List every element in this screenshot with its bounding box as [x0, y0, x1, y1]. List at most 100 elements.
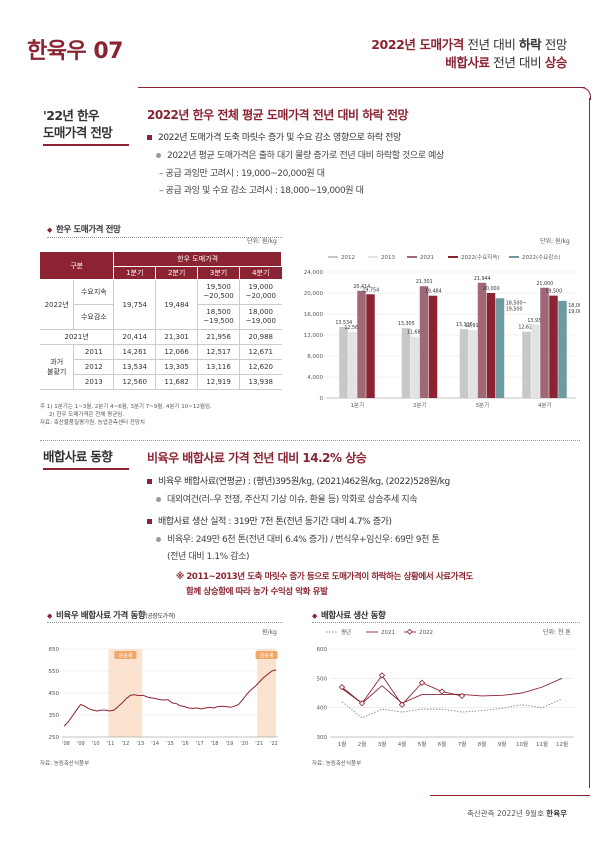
bar-legend-label-2: 2021 — [420, 255, 434, 261]
page-title: 한육우 07 — [27, 39, 124, 64]
section2-heading: 비육우 배합사료 가격 전년 대비 14.2% 상승 — [147, 451, 367, 465]
price-xtick-label: '14 — [151, 741, 159, 747]
prod-xtick-label: 7월 — [458, 740, 467, 748]
feed-price-source: 자료: 농림축산식품부 — [40, 761, 90, 767]
footer-text: 축산관측 2022년 9월호 — [466, 809, 544, 818]
feed-prod-unit: 단위: 천 톤 — [543, 629, 571, 636]
header-line2-mid: 전년 대비 — [493, 55, 542, 70]
section1-dash-2: – 공급 과잉 및 수요 감소 고려시 : 18,000~19,000원 대 — [159, 186, 364, 196]
table-2013-q1: 12,560 — [113, 374, 157, 390]
table-past-label-l2: 불황기 — [47, 368, 67, 376]
header-line2-topic: 배합사료 — [445, 55, 490, 70]
table-row-2022-label: 2022년 — [40, 279, 75, 330]
table-past-year-2012: 2012 — [73, 359, 115, 375]
bar-legend-label-0: 2012 — [341, 255, 355, 261]
price-table-title-rule — [47, 237, 283, 238]
bar-1-2 — [419, 286, 429, 398]
bar-0-3 — [366, 294, 375, 398]
price-xtick-label: '12 — [122, 741, 130, 747]
header-line2-emph: 상승 — [544, 55, 568, 70]
feed-price-unit: 원/kg — [262, 629, 277, 636]
price-xtick-label: '09 — [77, 741, 85, 747]
bar-value-label: 13,938 — [527, 318, 544, 324]
bar-legend-swatch-1 — [368, 256, 378, 258]
prod-legend-label-1: 2021 — [381, 630, 395, 636]
table-past-year-2013: 2013 — [73, 374, 115, 390]
bar-value-label: 12,620 — [518, 325, 535, 331]
table-2012-q3: 13,116 — [197, 359, 241, 375]
table-note-3: 자료: 축산물품질평가원, 농업관측센터 전망치 — [40, 420, 145, 426]
section2-bullet-2: 배합사료 생산 실적 : 319만 7천 톤(전년 동기간 대비 4.7% 증가… — [147, 514, 392, 527]
feed-price-title: 비육우 배합사료 가격 동향(공장도가격) — [47, 609, 175, 621]
prod-series-line-0 — [341, 698, 563, 719]
price-ytick-label: 650 — [49, 647, 60, 653]
bar-value-label: 19,754 — [362, 287, 379, 293]
feed-prod-source: 자료: 농림축산식품부 — [312, 761, 362, 767]
header-rule — [138, 87, 585, 88]
bar-legend-swatch-0 — [328, 256, 338, 258]
section2-dot-2: 비육우: 249만 6천 톤(전년 대비 6.4% 증가) / 번식우+임신우:… — [156, 532, 440, 545]
table-2022-b-q4: 18,000 ~19,000 — [239, 304, 282, 330]
feed-prod-chart: 평년 2021 2022 300 400 500 600 1월 2월 3월 4월 5월 6월 7월 8월 9월… — [317, 628, 574, 748]
prod-xtick-label: 2월 — [358, 740, 367, 748]
table-2022-b-q4-l1: 18,000 — [248, 308, 274, 316]
bar-value-label: 19,484 — [425, 289, 442, 295]
price-ytick-label: 550 — [49, 669, 60, 675]
bar-2-0 — [459, 329, 469, 398]
prod-xtick-label: 11월 — [536, 740, 548, 748]
bar-ytick-label: 12,000 — [304, 333, 324, 339]
bar-ytick-label: 20,000 — [304, 291, 324, 297]
rise-period-tag — [255, 651, 278, 659]
price-xtick-label: '17 — [196, 741, 204, 747]
prod-series-line-1 — [341, 677, 563, 704]
bar-value-label: 21,301 — [416, 279, 433, 285]
table-2022-b-q3: 18,500 ~19,500 — [197, 304, 241, 330]
table-2013-q4: 13,938 — [239, 374, 282, 390]
bar-1-1 — [410, 336, 420, 398]
feed-price-chart: 상승세 상승세 250 350 450 550 650 '08 '09 '10 '11 '12 '13 '… — [49, 647, 278, 747]
prod-xtick-label: 5월 — [418, 740, 427, 748]
section2-callout: ※ 2011~2013년 도축 마릿수 증가 등으로 도매가격이 하락하는 상황… — [176, 570, 473, 600]
table-head-q1: 1분기 — [113, 266, 157, 280]
table-2012-q4: 12,620 — [239, 359, 282, 375]
table-head-q3: 3분기 — [197, 266, 241, 280]
frame-right-edge — [589, 98, 590, 788]
table-scenario-b: 수요감소 — [73, 304, 115, 330]
bar-value-label: 12,560 — [344, 325, 361, 331]
feed-price-title-note: (공장도가격) — [145, 613, 175, 620]
feed-prod-title-rule — [312, 622, 580, 623]
bar-value-label: 21,000 — [536, 281, 553, 287]
bar-3-4 — [558, 300, 567, 398]
table-2022-a-q4-l2: ~20,000 — [245, 292, 276, 300]
bar-value-label: 13,116 — [456, 322, 473, 328]
bar-value-label: 12,919 — [465, 323, 482, 329]
table-2022-q2: 19,484 — [155, 279, 199, 330]
header-summary-line-2: 배합사료 전년 대비 상승 — [445, 52, 567, 71]
bar-2-2 — [477, 282, 487, 398]
prod-legend-marker — [406, 628, 413, 635]
price-xtick-label: '22 — [270, 741, 278, 747]
table-2021-q4: 20,988 — [239, 329, 282, 345]
table-2013-q2: 11,682 — [155, 374, 199, 390]
callout-line-1: ※ 2011~2013년 도축 마릿수 증가 등으로 도매가격이 하락하는 상황… — [176, 572, 473, 582]
feed-price-title-text: 비육우 배합사료 가격 동향 — [55, 611, 146, 621]
table-past-year-2011: 2011 — [73, 344, 115, 360]
bar-value-label: 20,000 — [483, 286, 500, 292]
price-series-line — [63, 669, 277, 727]
table-2021-q2: 21,301 — [155, 329, 199, 345]
price-xtick-label: '18 — [211, 741, 219, 747]
table-head-main: 한우 도매가격 — [113, 252, 282, 267]
table-2021-q1: 20,414 — [113, 329, 157, 345]
bar-legend-label-3: 2022(수요지속) — [461, 253, 500, 261]
bar-3-3 — [549, 295, 558, 398]
bar-ytick-label: 16,000 — [304, 312, 324, 318]
prod-ytick-label: 400 — [317, 706, 328, 712]
price-xtick-label: '11 — [107, 741, 115, 747]
prod-ytick-label: 300 — [317, 735, 328, 741]
table-2012-q1: 13,534 — [113, 359, 157, 375]
table-head-group: 구분 — [40, 252, 115, 280]
prod-2022-marker — [438, 688, 446, 695]
prod-xtick-label: 6월 — [438, 740, 447, 748]
header-summary-line-1: 2022년 도매가격 전년 대비 하락 전망 — [371, 34, 567, 53]
bar-3-0 — [522, 331, 531, 398]
